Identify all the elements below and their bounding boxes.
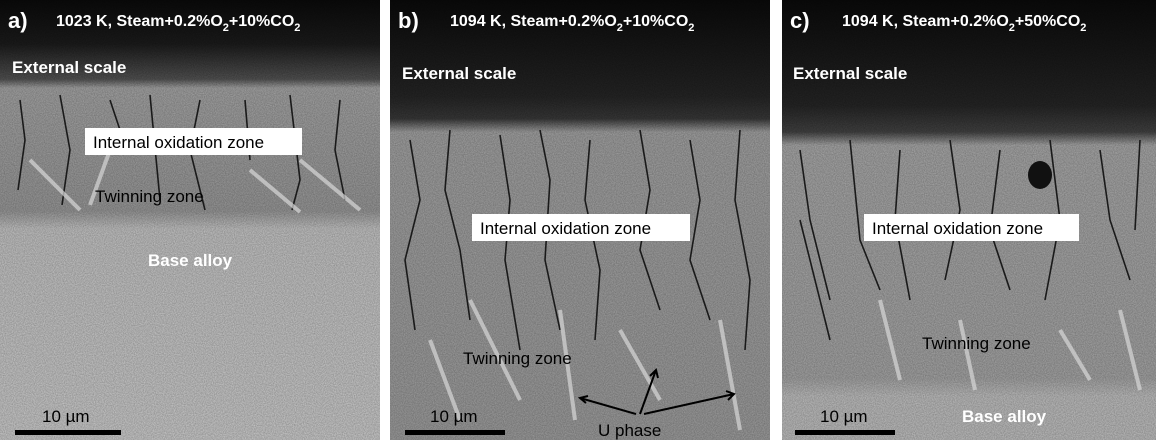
scale-bar [795,430,895,435]
scale-bar [15,430,121,435]
scale-label: 10 µm [820,407,868,426]
figure: a) 1023 K, Steam+0.2%O2+10%CO2 External … [0,0,1156,440]
region-label: Base alloy [962,407,1047,426]
region-label: Twinning zone [95,187,204,206]
title-sub: 2 [1080,22,1086,34]
panel-label: c) [790,8,810,33]
region-label: Twinning zone [922,334,1031,353]
region-label: U phase [598,421,661,440]
region-label: Twinning zone [463,349,572,368]
title-sub: 2 [294,22,300,34]
region-label: Base alloy [148,251,233,270]
title-part: 1094 K, Steam+0.2%O [842,13,1009,30]
title-sub: 2 [688,22,694,34]
panel-label: b) [398,8,419,33]
panel-a: a) 1023 K, Steam+0.2%O2+10%CO2 External … [0,0,380,440]
title-part: 1023 K, Steam+0.2%O [56,13,223,30]
panel-label: a) [8,8,28,33]
title-part: +50%CO [1015,13,1080,30]
region-label: Internal oxidation zone [93,133,264,152]
panel-c: c) 1094 K, Steam+0.2%O2+50%CO2 External … [782,0,1156,440]
region-label: External scale [12,58,126,77]
region-label: Internal oxidation zone [480,219,651,238]
panel-b: b) 1094 K, Steam+0.2%O2+10%CO2 External … [390,0,770,440]
title-part: +10%CO [623,13,688,30]
title-part: 1094 K, Steam+0.2%O [450,13,617,30]
scale-bar [405,430,505,435]
title-part: +10%CO [229,13,294,30]
region-label: External scale [402,64,516,83]
scale-label: 10 µm [430,407,478,426]
scale-label: 10 µm [42,407,90,426]
region-label: External scale [793,64,907,83]
region-label: Internal oxidation zone [872,219,1043,238]
